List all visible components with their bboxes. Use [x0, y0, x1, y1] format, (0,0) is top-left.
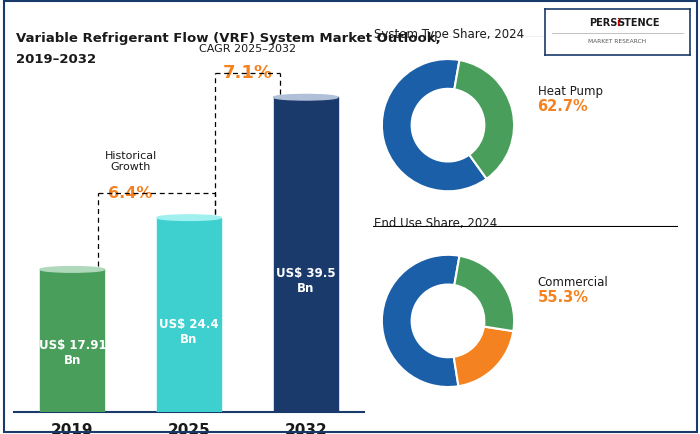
Text: Variable Refrigerant Flow (VRF) System Market Outlook,: Variable Refrigerant Flow (VRF) System M… [16, 32, 441, 45]
Wedge shape [454, 256, 514, 332]
Ellipse shape [274, 95, 337, 101]
Ellipse shape [40, 267, 104, 273]
Text: STENCE: STENCE [617, 18, 660, 28]
Text: 62.7%: 62.7% [538, 99, 588, 114]
Ellipse shape [274, 410, 337, 415]
Text: US$ 17.91
Bn: US$ 17.91 Bn [38, 339, 106, 366]
Wedge shape [382, 255, 459, 387]
Bar [40, 270, 104, 412]
Wedge shape [454, 327, 513, 386]
Text: 7.1%: 7.1% [223, 64, 272, 82]
Bar [274, 98, 337, 412]
Text: 55.3%: 55.3% [538, 290, 589, 305]
Text: US$ 39.5
Bn: US$ 39.5 Bn [276, 266, 335, 294]
Text: 2019–2032: 2019–2032 [16, 53, 97, 66]
Text: Historical
Growth: Historical Growth [104, 151, 157, 172]
Ellipse shape [157, 215, 221, 221]
Bar [157, 218, 221, 412]
Text: MARKET RESEARCH: MARKET RESEARCH [588, 39, 647, 44]
Wedge shape [454, 61, 514, 179]
Text: End Use Share, 2024: End Use Share, 2024 [374, 217, 498, 230]
Ellipse shape [40, 410, 104, 415]
Text: PERS: PERS [589, 18, 617, 28]
Text: System Type Share, 2024: System Type Share, 2024 [374, 28, 524, 41]
Text: US$ 24.4
Bn: US$ 24.4 Bn [159, 317, 219, 345]
Text: i: i [616, 18, 620, 28]
Wedge shape [382, 60, 486, 192]
Text: Heat Pump: Heat Pump [538, 85, 603, 98]
Ellipse shape [157, 410, 221, 415]
Text: 6.4%: 6.4% [108, 186, 153, 201]
Text: CAGR 2025–2032: CAGR 2025–2032 [199, 44, 296, 54]
Text: Commercial: Commercial [538, 276, 608, 289]
